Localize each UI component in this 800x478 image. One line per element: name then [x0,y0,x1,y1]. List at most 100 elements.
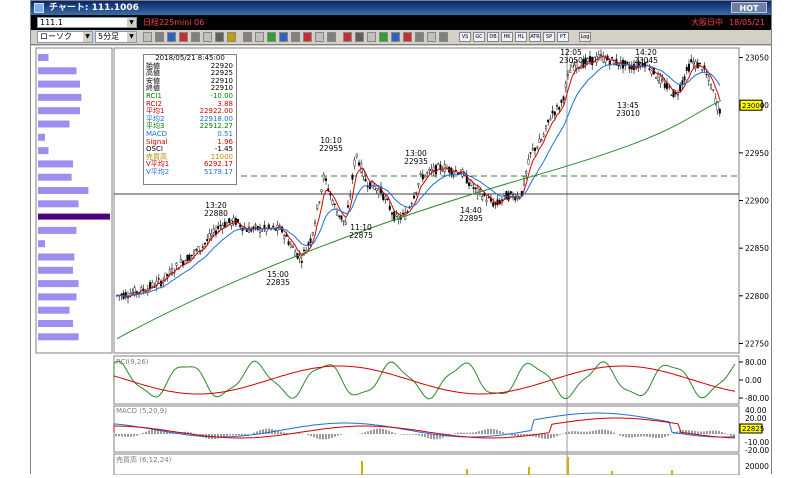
candle-body [639,63,642,66]
toolbar-button[interactable] [439,32,448,42]
toolbar-button-pt[interactable]: PT [557,32,569,42]
candle-body [298,255,301,259]
toolbar-button[interactable] [427,32,436,42]
candle-body [384,196,387,200]
candle-body [628,66,631,70]
chart-type-select[interactable]: ローソク ▼ [37,31,93,43]
candle-body [217,226,220,229]
candle-body [613,60,616,66]
candle-body [496,199,499,205]
chart-window: チャート: 111.1006 HOT 111.1 ▼ 日経225mini 06 … [30,0,772,476]
rci-tick-label: 80.00 [745,358,767,367]
toolbar-button[interactable] [355,32,364,42]
chevron-down-icon[interactable]: ▼ [83,32,92,42]
toolbar-button[interactable] [367,32,376,42]
volume-profile-bar [38,200,79,208]
hot-button[interactable]: HOT [731,2,767,13]
toolbar-button-sp[interactable]: SP [543,32,555,42]
data-window-row: RCI1 -10.00 [144,91,236,101]
candle-body [540,139,543,142]
price-tick-label: 23050 [745,54,769,63]
candle-body [402,212,405,215]
price-tick-label: 22950 [745,149,769,158]
toolbar-button[interactable] [227,32,236,42]
toolbar-button[interactable] [203,32,212,42]
data-window-row: RCI2 3.88 [144,100,236,109]
chevron-down-icon[interactable]: ▼ [127,18,136,27]
toolbar-button-vs[interactable]: VS [459,32,471,42]
moving-average-1-line [116,56,721,298]
candle-body [131,292,134,294]
toolbar-button[interactable] [327,32,336,42]
toolbar-button[interactable] [379,32,388,42]
candle-body [485,199,488,202]
toolbar-button-hk[interactable]: HK [501,32,513,42]
toolbar-button[interactable] [279,32,288,42]
toolbar-button[interactable] [243,32,252,42]
volume-profile-bar [38,93,82,101]
candle-body [144,291,147,293]
candle-body [611,56,614,59]
toolbar-button[interactable] [191,32,200,42]
candle-body [650,70,653,75]
candle-body [349,195,352,197]
candle-body [677,94,680,96]
toolbar-button[interactable] [315,32,324,42]
candle-body [344,221,347,225]
chevron-down-icon[interactable]: ▼ [127,32,136,42]
candle-body [716,102,719,111]
data-window-datetime: 2018/05/21 8:45:00 [155,54,225,62]
data-window-value: 0.51 [217,129,233,138]
candle-body [685,66,688,71]
chart-area[interactable]: 2305023000229502290022850228002275023000… [31,46,771,476]
toolbar-button[interactable] [303,32,312,42]
toolbar-button[interactable] [155,32,164,42]
macd-tick-label: -10.00 [745,438,769,447]
interval-select[interactable]: 5分足 ▼ [95,31,137,43]
candle-body [472,187,475,189]
volume-profile-bar [38,213,110,220]
chart-canvas[interactable]: 2305023000229502290022850228002275023000… [31,46,771,476]
toolbar-button-hl[interactable]: HL [515,32,527,42]
candle-body [626,61,629,64]
candle-body [254,224,257,226]
toolbar-button[interactable] [143,32,152,42]
annotation-price: 22875 [349,231,373,240]
candle-body [186,254,189,262]
volume-profile-bar [38,107,80,115]
toolbar-button[interactable] [391,32,400,42]
candle-body [228,218,231,223]
toolbar-button[interactable] [403,32,412,42]
volume-profile-bar [38,54,49,61]
toolbar-button-log[interactable]: Log [579,32,591,42]
candle-body [393,211,396,222]
toolbar-button[interactable] [167,32,176,42]
candle-body [531,148,534,150]
candle-body [681,80,684,85]
volume-tick-label: 20000 [745,462,769,471]
toolbar-button[interactable] [267,32,276,42]
candle-body [388,205,391,210]
candle-body [371,180,374,188]
data-window-label: 始値 [146,61,160,70]
candle-body [219,224,222,227]
toolbar-button[interactable] [215,32,224,42]
symbol-input[interactable]: 111.1 ▼ [37,17,137,28]
toolbar-button-atr[interactable]: ATR [529,32,541,42]
data-window-label: Signal [146,137,168,146]
data-window-row: 終値 22910 [144,85,236,93]
candle-body [699,62,702,65]
candle-body [358,162,361,166]
toolbar-button[interactable] [291,32,300,42]
toolbar-button-db[interactable]: DB [487,32,499,42]
toolbar-button[interactable] [255,32,264,42]
toolbar-button[interactable] [415,32,424,42]
data-window-label: RCI1 [146,91,162,100]
toolbar-button-gc[interactable]: GC [473,32,485,42]
candle-body [470,180,473,186]
data-window-value: 1.96 [217,137,233,146]
toolbar-button[interactable] [343,32,352,42]
toolbar-button[interactable] [179,32,188,42]
candle-body [707,76,710,81]
rci-tick-label: 0.00 [745,376,762,385]
